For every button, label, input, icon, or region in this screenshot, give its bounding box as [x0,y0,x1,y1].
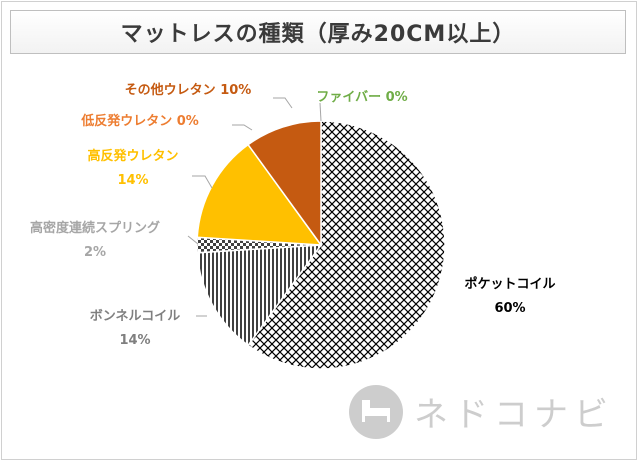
watermark: ネドコナビ [349,385,614,439]
chart-title: マットレスの種類（厚み20CM以上） [120,22,516,47]
slice-label-0: ポケットコイル 60% [464,276,555,316]
slice-label-5: その他ウレタン 10% [125,82,252,98]
slice-label-1: ボンネルコイル 14% [90,308,180,348]
pie-slice-5 [247,120,322,248]
slice-label-3: 高反発ウレタン 14% [87,148,178,188]
slice-label-4: 低反発ウレタン 0% [80,113,199,129]
leader-line-2 [187,235,199,245]
leader-line-4 [232,124,253,131]
watermark-text: ネドコナビ [414,395,614,435]
leader-line-3 [192,175,213,189]
slice-label-2: 高密度連続スプリング 2% [30,220,160,260]
pie-slice-1 [196,244,323,347]
leader-line-5 [273,97,293,109]
leader-line-6 [319,102,322,122]
chart-title-box: マットレスの種類（厚み20CM以上） [10,10,626,54]
pie-slice-3 [196,143,323,246]
slice-label-6: ファイバー 0% [316,90,407,105]
pie-slice-0 [247,120,446,370]
